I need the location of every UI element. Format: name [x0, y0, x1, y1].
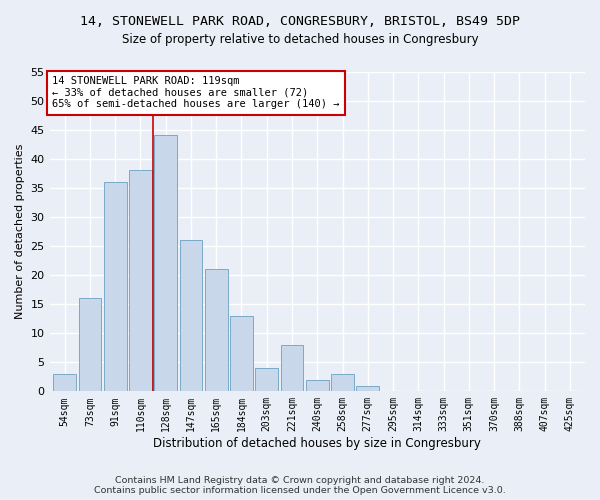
Bar	[104, 182, 127, 392]
Bar	[79, 298, 101, 392]
Bar	[154, 136, 177, 392]
Text: Size of property relative to detached houses in Congresbury: Size of property relative to detached ho…	[122, 32, 478, 46]
Text: 14 STONEWELL PARK ROAD: 119sqm
← 33% of detached houses are smaller (72)
65% of : 14 STONEWELL PARK ROAD: 119sqm ← 33% of …	[52, 76, 340, 110]
Bar	[256, 368, 278, 392]
Bar	[53, 374, 76, 392]
Bar	[281, 345, 304, 392]
X-axis label: Distribution of detached houses by size in Congresbury: Distribution of detached houses by size …	[154, 437, 481, 450]
Bar	[306, 380, 329, 392]
Text: 14, STONEWELL PARK ROAD, CONGRESBURY, BRISTOL, BS49 5DP: 14, STONEWELL PARK ROAD, CONGRESBURY, BR…	[80, 15, 520, 28]
Bar	[129, 170, 152, 392]
Bar	[331, 374, 354, 392]
Bar	[356, 386, 379, 392]
Text: Contains HM Land Registry data © Crown copyright and database right 2024.
Contai: Contains HM Land Registry data © Crown c…	[94, 476, 506, 495]
Bar	[230, 316, 253, 392]
Bar	[205, 269, 227, 392]
Bar	[179, 240, 202, 392]
Y-axis label: Number of detached properties: Number of detached properties	[15, 144, 25, 319]
